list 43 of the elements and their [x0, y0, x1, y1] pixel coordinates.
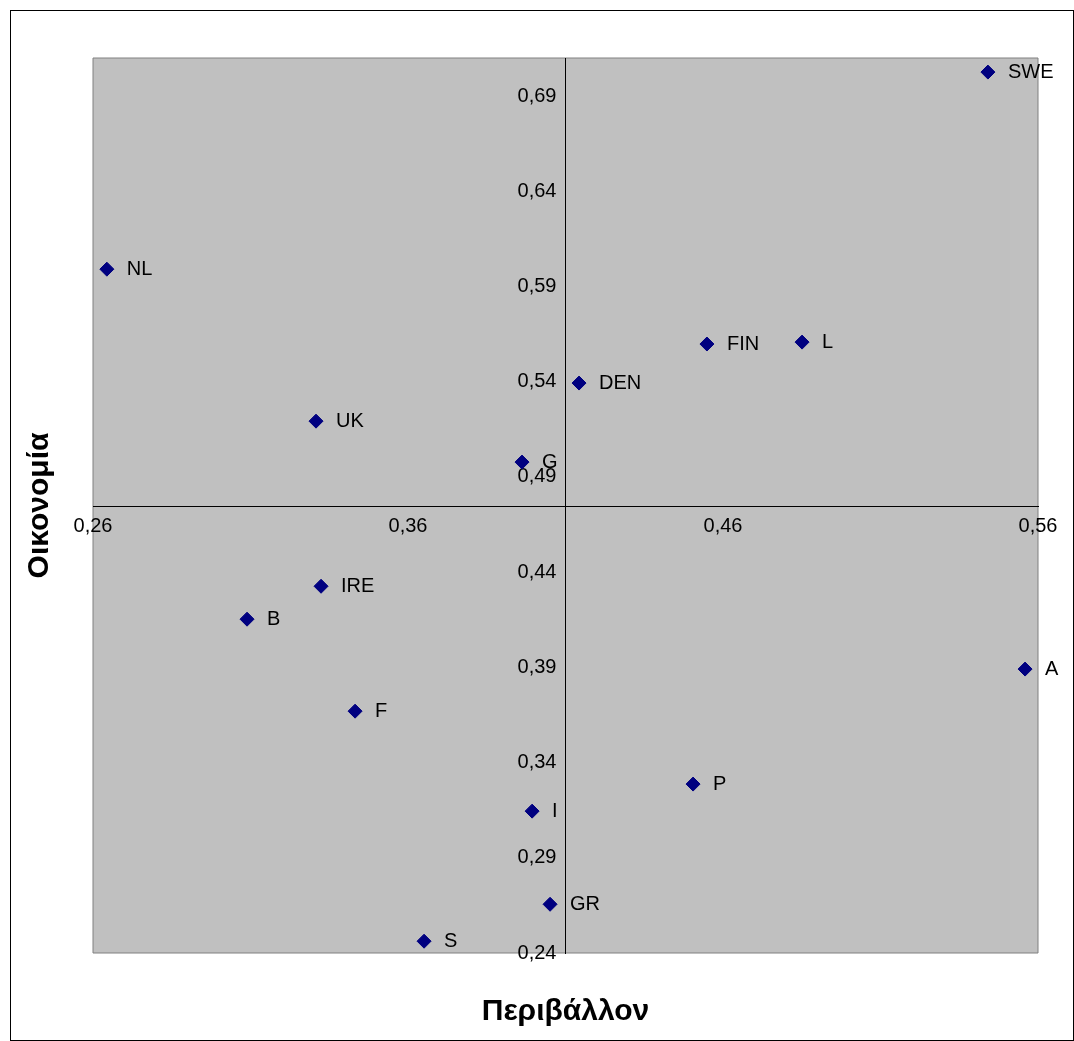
point [542, 896, 558, 912]
y-tick-label: 0,34 [517, 750, 557, 773]
y-tick-label: 0,59 [517, 274, 557, 297]
point [685, 776, 701, 792]
annotation: NL [126, 256, 153, 279]
annotation: I [552, 798, 558, 821]
y-tick-label: 0,54 [517, 369, 557, 392]
point [313, 578, 329, 594]
point [239, 611, 255, 627]
x-tick-label: 0,56 [1018, 514, 1058, 537]
point [416, 933, 432, 949]
y-tick-label: 0,44 [517, 559, 557, 582]
point [347, 703, 363, 719]
annotation: S [444, 928, 458, 951]
annotation: DEN [599, 370, 642, 393]
annotation: SWE [1007, 59, 1054, 82]
x-tick-label: 0,46 [703, 514, 743, 537]
y-tick-label: 0,69 [517, 83, 557, 106]
y-axis-title: Οικονομία [21, 432, 55, 579]
point [699, 336, 715, 352]
annotation: FIN [726, 331, 760, 354]
annotation: IRE [341, 573, 375, 596]
y-tick-label: 0,39 [517, 654, 557, 677]
annotation: F [375, 698, 388, 721]
point [308, 413, 324, 429]
annotation: B [267, 606, 281, 629]
point [99, 261, 115, 277]
y-tick-label: 0,24 [517, 940, 557, 963]
annotation: P [713, 771, 727, 794]
y-tick-label: 0,29 [517, 845, 557, 868]
point [571, 375, 587, 391]
annotation: L [822, 329, 834, 352]
x-axis-title: Περιβάλλον [481, 993, 650, 1027]
x-tick-label: 0,26 [73, 514, 113, 537]
annotation: GR [570, 891, 601, 914]
annotation: UK [336, 408, 365, 431]
x-tick-label: 0,36 [388, 514, 428, 537]
y-tick-label: 0,64 [517, 178, 557, 201]
annotation: A [1045, 656, 1060, 679]
point [794, 334, 810, 350]
point [524, 803, 540, 819]
point [1017, 661, 1033, 677]
point [980, 64, 996, 80]
